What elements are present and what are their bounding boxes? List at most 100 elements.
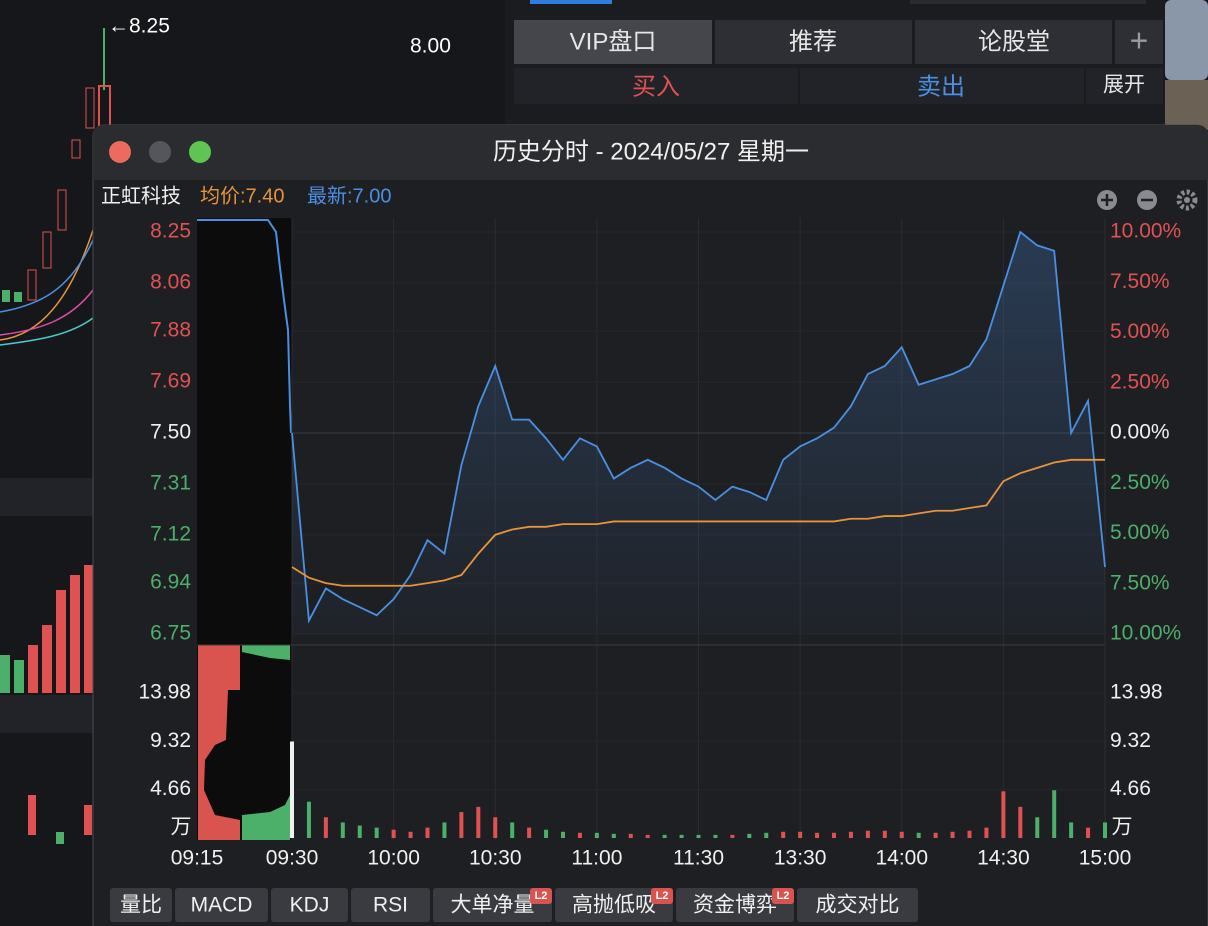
volume-bar	[510, 822, 515, 838]
ma-line	[0, 317, 94, 346]
volume-bar	[645, 834, 650, 838]
volume-bar	[425, 827, 430, 838]
volume-bar	[781, 831, 786, 838]
ma-line	[0, 289, 94, 336]
volume-bar	[848, 831, 853, 838]
tab[interactable]	[797, 888, 918, 922]
desktop-edge	[1165, 0, 1208, 80]
tab[interactable]	[676, 888, 794, 922]
volume-bar	[476, 806, 481, 838]
buy-label[interactable]: 买入	[632, 73, 680, 100]
volume-bar	[865, 830, 870, 838]
volume-bar	[713, 834, 718, 838]
volume-bar	[899, 831, 904, 838]
tab-badge	[530, 888, 552, 904]
volume-bar	[984, 827, 989, 838]
tab-label[interactable]: VIP盘口	[570, 28, 657, 55]
tab[interactable]	[433, 888, 552, 922]
macd-bar	[28, 795, 36, 835]
y2-tick-label: 0.00%	[1110, 421, 1170, 444]
title-bar	[93, 125, 1208, 180]
axis-label: 8.00	[410, 35, 451, 58]
tab-label[interactable]: RSI	[373, 894, 408, 917]
x-tick-label: 11:00	[571, 847, 622, 870]
tab-label[interactable]: 资金博弈	[693, 894, 777, 917]
volume-bar	[679, 834, 684, 838]
tab[interactable]	[715, 20, 912, 64]
tab-label[interactable]: KDJ	[290, 894, 330, 917]
volume-bar	[950, 831, 955, 838]
icon-glyph	[1101, 194, 1113, 206]
volume-bar	[1001, 791, 1006, 838]
volume-bar	[747, 833, 752, 838]
sell-tab[interactable]	[800, 68, 1084, 104]
y-tick-label: 9.32	[150, 729, 191, 752]
volume-bar	[730, 834, 735, 838]
volume-bar	[628, 833, 633, 838]
volume-bar	[916, 832, 921, 838]
tab-label[interactable]: 量比	[120, 894, 162, 917]
buy-tab[interactable]	[514, 68, 798, 104]
expand-tab[interactable]	[1086, 68, 1163, 104]
plot: 09:30 10:00 10:30 11:00 11:30 13:30 14:00 14:30…	[138, 218, 1181, 870]
tab[interactable]	[271, 888, 348, 922]
x-tick-label: 15:00	[1079, 847, 1132, 870]
minimize-button[interactable]	[149, 141, 171, 163]
icon-glyph	[1184, 197, 1190, 203]
volume-bar	[374, 827, 379, 838]
pre-open-price	[197, 219, 292, 434]
tab[interactable]	[110, 888, 172, 922]
background-chart: ←8.25 8.00	[0, 15, 451, 844]
y-tick-label: 6.94	[150, 571, 191, 594]
zoom-button[interactable]	[189, 141, 211, 163]
tab[interactable]	[351, 888, 430, 922]
volume-bar	[306, 801, 311, 838]
tab-label[interactable]: 论股堂	[978, 28, 1050, 55]
volume-bar	[408, 831, 413, 838]
y-tick-label: 4.66	[150, 777, 191, 800]
volume-bar	[832, 832, 836, 838]
settings[interactable]	[1176, 189, 1198, 211]
volume-bar	[1103, 822, 1107, 838]
indicator	[910, 0, 1146, 4]
indicator	[530, 0, 612, 4]
y-tick-label: 6.75	[150, 622, 191, 645]
volume-bar	[798, 831, 803, 838]
tab-label[interactable]: MACD	[191, 894, 253, 917]
candle	[14, 292, 22, 302]
x-tick-label: 09:30	[266, 847, 319, 870]
tab[interactable]	[555, 888, 673, 922]
y-tick-label: 7.88	[150, 319, 191, 342]
volume-bar	[561, 831, 565, 838]
tab-label[interactable]: 推荐	[789, 28, 837, 55]
tab[interactable]	[915, 20, 1112, 64]
y2-tick-label: 4.66	[1110, 777, 1151, 800]
macd-bar	[84, 805, 92, 835]
y2-tick-label: 10.00%	[1110, 220, 1181, 243]
tab-label[interactable]: 高抛低吸	[572, 894, 656, 917]
tab[interactable]	[175, 888, 268, 922]
add-button[interactable]: +	[1130, 22, 1149, 58]
sell-label[interactable]: 卖出	[917, 73, 965, 100]
y-tick-label: 7.50	[150, 421, 191, 444]
y-tick-label: 7.12	[150, 522, 191, 545]
volume-bar	[1052, 790, 1057, 838]
close-button[interactable]	[109, 141, 131, 163]
y2-tick-label: 7.50%	[1110, 571, 1170, 594]
x-tick-label: 14:30	[977, 847, 1030, 870]
macd-bar	[56, 832, 64, 844]
history-window: 历史分时 - 2024/05/27 星期一 正虹科技 均价:7.40 最新:7.…	[92, 124, 1208, 926]
volume-bar	[662, 834, 667, 838]
vol-bar	[0, 655, 10, 693]
tab-label[interactable]: 大单净量	[451, 894, 535, 917]
tab-label[interactable]: 成交对比	[816, 894, 900, 917]
candle	[2, 290, 10, 302]
volume-bar	[577, 832, 582, 838]
x-tick-label: 13:30	[774, 847, 827, 870]
tab[interactable]	[1115, 20, 1163, 64]
vol-bar	[56, 590, 66, 693]
expand-label[interactable]: 展开	[1103, 74, 1145, 97]
series-line	[291, 230, 1106, 624]
tab[interactable]	[514, 20, 712, 64]
